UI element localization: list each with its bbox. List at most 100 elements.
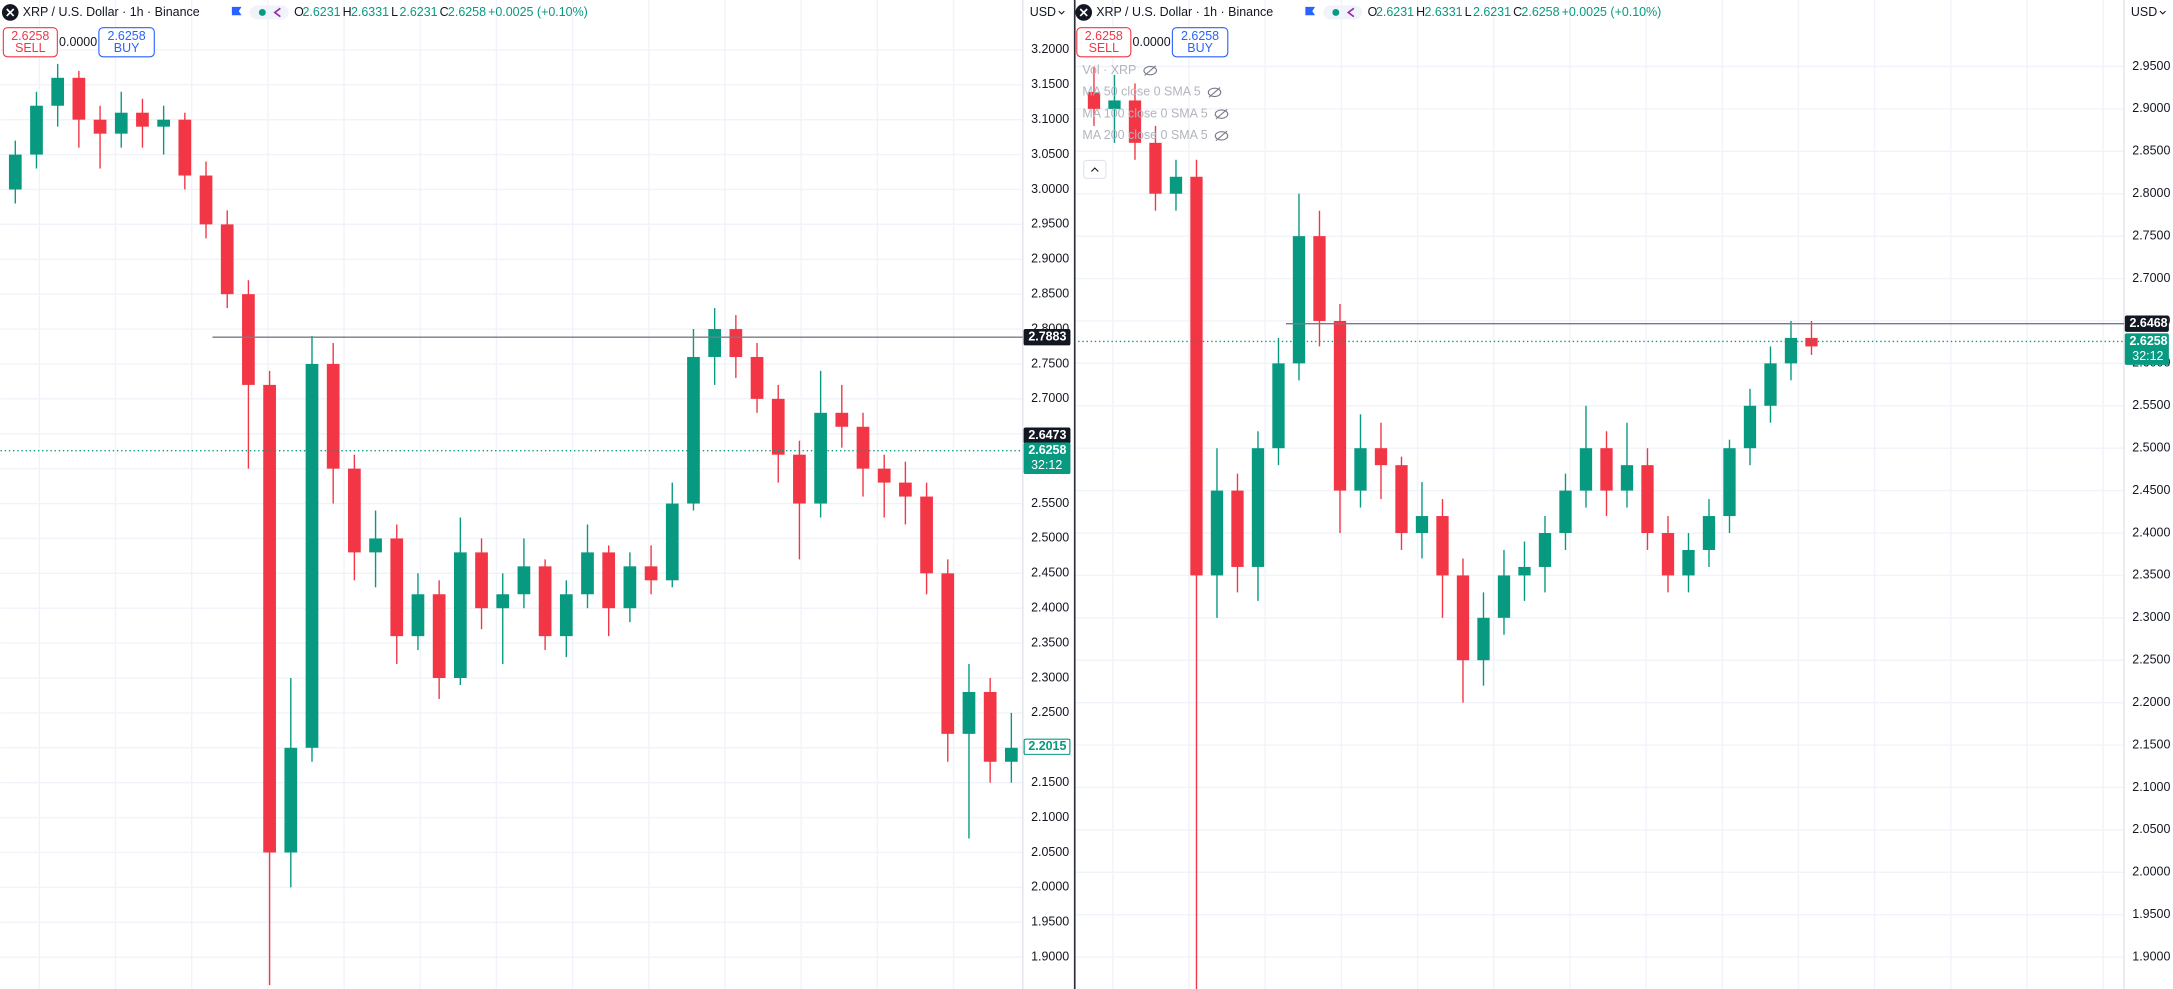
price-label: 2.6468 (2130, 316, 2168, 330)
candle-body (1764, 363, 1777, 406)
y-tick-label: 2.9500 (2132, 59, 2170, 73)
legend-item[interactable]: MA 50 close 0 SMA 5 (1082, 85, 1200, 99)
candle-body (1559, 490, 1572, 534)
candle-body (687, 356, 700, 504)
sell-label: SELL (1089, 41, 1120, 55)
sell-button[interactable] (2, 27, 58, 58)
candle-body (1641, 465, 1654, 534)
collapse-chevron (1090, 167, 1099, 172)
y-tick-label: 1.9500 (1031, 915, 1069, 929)
legend-item[interactable]: MA 200 close 0 SMA 5 (1082, 128, 1207, 142)
y-tick-label: 2.0000 (2132, 865, 2170, 879)
logo-x (6, 8, 15, 17)
candle-body (1395, 465, 1408, 534)
candle-body (1354, 448, 1367, 491)
candle-body (559, 594, 573, 637)
chevron (1058, 10, 1065, 15)
legend-item[interactable]: MA 100 close 0 SMA 5 (1082, 106, 1207, 120)
ohlc-label: H (1416, 5, 1425, 19)
candle-body (348, 468, 361, 553)
candle-body (1108, 100, 1121, 109)
indicator-pill[interactable] (249, 5, 289, 20)
currency[interactable]: USD (1030, 5, 1056, 19)
currency[interactable]: USD (2131, 5, 2157, 19)
candle-body (750, 356, 764, 399)
y-tick-label: 2.8000 (2132, 186, 2170, 200)
flag-icon[interactable] (1305, 6, 1316, 16)
y-tick-label: 2.8500 (2132, 144, 2170, 158)
collapse-button[interactable] (1083, 159, 1107, 179)
candle-body (1251, 448, 1265, 567)
y-tick-label: 2.3000 (1031, 670, 1069, 684)
eye-slash (1144, 65, 1157, 76)
candle-body (1702, 516, 1716, 550)
candle-body (771, 398, 785, 455)
candle-body (263, 384, 276, 853)
share-icon (273, 7, 281, 18)
buy-label: BUY (1187, 41, 1213, 55)
candle-body (326, 363, 340, 469)
y-tick-label: 2.0500 (2132, 822, 2170, 836)
chart-panel: 1.9000 1.9500 2.0000 2.0500 2.1000 2.1500 2.20… (1074, 0, 2170, 989)
candle-body (220, 224, 234, 295)
y-tick-label: 2.5500 (1031, 496, 1069, 510)
sell-button[interactable] (1076, 27, 1132, 58)
candles (1087, 66, 1818, 989)
symbol-title[interactable]: XRP / U.S. Dollar · 1h · Binance (1096, 5, 1273, 19)
indicator-pill[interactable] (1323, 5, 1363, 20)
candle-body (1231, 490, 1244, 567)
candle-body (114, 112, 128, 134)
candle-body (199, 175, 213, 225)
eye-icon[interactable] (1214, 109, 1229, 119)
buy-button[interactable] (1171, 27, 1229, 58)
logo-x (1079, 8, 1088, 17)
y-tick-label: 1.9500 (2132, 907, 2170, 921)
y-tick-label: 2.2500 (1031, 705, 1069, 719)
chart-panel: 1.9000 1.9500 2.0000 2.0500 2.1000 2.1500 2.20… (0, 0, 1071, 989)
ohlc-label: C (1513, 5, 1522, 19)
candle-body (538, 566, 552, 637)
buy-price: 2.6258 (108, 29, 146, 43)
buy-button[interactable] (98, 27, 155, 58)
candle-body (1149, 142, 1162, 194)
candle-body (814, 412, 827, 504)
eye-icon[interactable] (1207, 87, 1222, 98)
candle-body (1128, 100, 1142, 143)
eye-icon[interactable] (1143, 65, 1157, 76)
y-tick-label: 2.7000 (1031, 391, 1069, 405)
ohlc-value: 2.6231 (1376, 5, 1414, 19)
candle-body (1743, 405, 1757, 449)
flag-icon[interactable] (231, 6, 242, 16)
candle-body (369, 538, 382, 553)
sell-price: 2.6258 (11, 29, 49, 43)
candle-body (411, 594, 425, 637)
candle-body (475, 552, 488, 609)
eye-icon[interactable] (1214, 131, 1229, 141)
eye-slash (1215, 108, 1228, 120)
symbol-title[interactable]: XRP / U.S. Dollar · 1h · Binance (23, 5, 200, 19)
candle-body (178, 119, 192, 176)
y-tick-label: 2.1000 (2132, 780, 2170, 794)
change: +0.0025 (+0.10%) (1562, 5, 1662, 19)
legend-item[interactable]: Vol · XRP (1082, 63, 1136, 77)
candle-body (1497, 575, 1511, 618)
eye-slash (1208, 87, 1221, 98)
candle-body (1682, 549, 1695, 576)
y-tick-label: 3.2000 (1031, 42, 1069, 56)
ohlc-value: 2.6258 (1521, 5, 1559, 19)
candle-body (1169, 176, 1183, 194)
price-label: 2.6258 (1028, 443, 1066, 457)
y-tick-label: 2.1500 (1031, 775, 1069, 789)
price-label-box (2124, 315, 2169, 332)
y-tick-label: 3.1000 (1031, 112, 1069, 126)
candle-body (1190, 176, 1203, 576)
y-tick-label: 2.4500 (2132, 483, 2170, 497)
candle-body (1661, 533, 1675, 576)
candle-body (856, 426, 870, 469)
candle-body (305, 363, 319, 748)
y-tick-label: 2.3000 (2132, 610, 2170, 624)
y-tick-label: 2.1500 (2132, 737, 2170, 751)
candle-body (1004, 747, 1018, 762)
ohlc-label: H (343, 5, 352, 19)
